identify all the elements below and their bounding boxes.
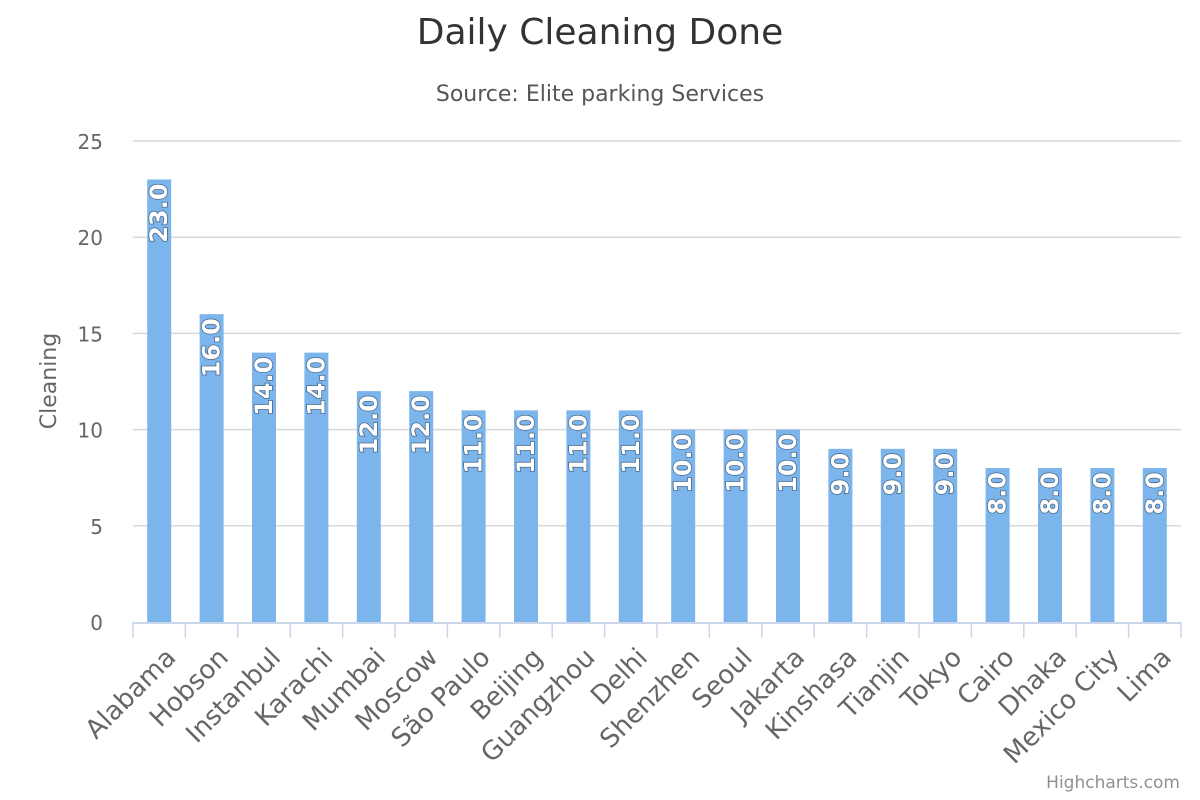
bar-value-label: 14.0 (250, 357, 278, 416)
y-tick-label: 10 (78, 419, 103, 443)
bar[interactable] (671, 429, 696, 622)
bar[interactable] (409, 391, 434, 622)
bar[interactable] (618, 410, 643, 622)
y-tick-label: 25 (78, 130, 103, 154)
bar[interactable] (1142, 468, 1167, 622)
bar[interactable] (566, 410, 591, 622)
bar[interactable] (828, 448, 853, 622)
y-axis-ticks: 0 5 10 15 20 25 (78, 130, 103, 635)
bar-value-label: 9.0 (826, 453, 854, 496)
bar-value-label: 14.0 (302, 357, 330, 416)
x-axis-ticks: AlabamaHobsonInstanbulKarachiMumbaiMosco… (80, 643, 1178, 770)
y-tick-label: 15 (78, 322, 103, 346)
bar-value-label: 12.0 (407, 395, 435, 454)
x-tick-label: Tokyo (895, 643, 968, 716)
bar[interactable] (461, 410, 486, 622)
bar[interactable] (880, 448, 905, 622)
bar-value-label: 8.0 (1088, 472, 1116, 515)
bar[interactable] (1038, 468, 1062, 622)
bar[interactable] (985, 468, 1010, 622)
bar-value-label: 10.0 (669, 434, 697, 493)
bar-value-label: 11.0 (460, 414, 488, 473)
grid-lines (133, 140, 1181, 527)
y-tick-label: 5 (90, 515, 103, 539)
y-tick-label: 0 (90, 611, 103, 635)
y-tick-label: 20 (78, 226, 103, 250)
chart-subtitle: Source: Elite parking Services (435, 82, 765, 107)
bar[interactable] (147, 179, 172, 623)
credits-link[interactable]: Highcharts.com (1046, 773, 1180, 793)
bar[interactable] (356, 391, 381, 622)
bar[interactable] (776, 429, 800, 622)
bar[interactable] (1090, 468, 1115, 622)
bar-value-label: 11.0 (617, 414, 645, 473)
bar[interactable] (514, 410, 538, 622)
x-tick-label: Lima (1112, 643, 1178, 709)
bar[interactable] (723, 429, 748, 622)
bars: 23.0 16.0 14.0 14.0 12.0 12.0 11.0 11.0 11.0 11.0… (144, 179, 1170, 623)
bar-value-label: 9.0 (879, 453, 907, 496)
bar-value-label: 10.0 (774, 434, 802, 493)
bar-value-label: 11.0 (512, 414, 540, 473)
bar-value-label: 9.0 (931, 453, 959, 496)
x-axis (132, 622, 1182, 638)
bar-value-label: 8.0 (1036, 472, 1064, 515)
bar[interactable] (252, 352, 276, 622)
bar-value-label: 16.0 (198, 318, 226, 377)
y-axis-title: Cleaning (37, 333, 62, 429)
bar-value-label: 12.0 (355, 395, 383, 454)
bar-value-label: 10.0 (722, 434, 750, 493)
bar-value-label: 8.0 (1141, 472, 1169, 515)
bar[interactable] (199, 314, 224, 622)
bar-value-label: 11.0 (564, 414, 592, 473)
bar[interactable] (304, 352, 329, 622)
chart-title: Daily Cleaning Done (416, 12, 784, 53)
bar[interactable] (933, 448, 958, 622)
bar-value-label: 23.0 (145, 183, 173, 242)
bar-value-label: 8.0 (984, 472, 1012, 515)
